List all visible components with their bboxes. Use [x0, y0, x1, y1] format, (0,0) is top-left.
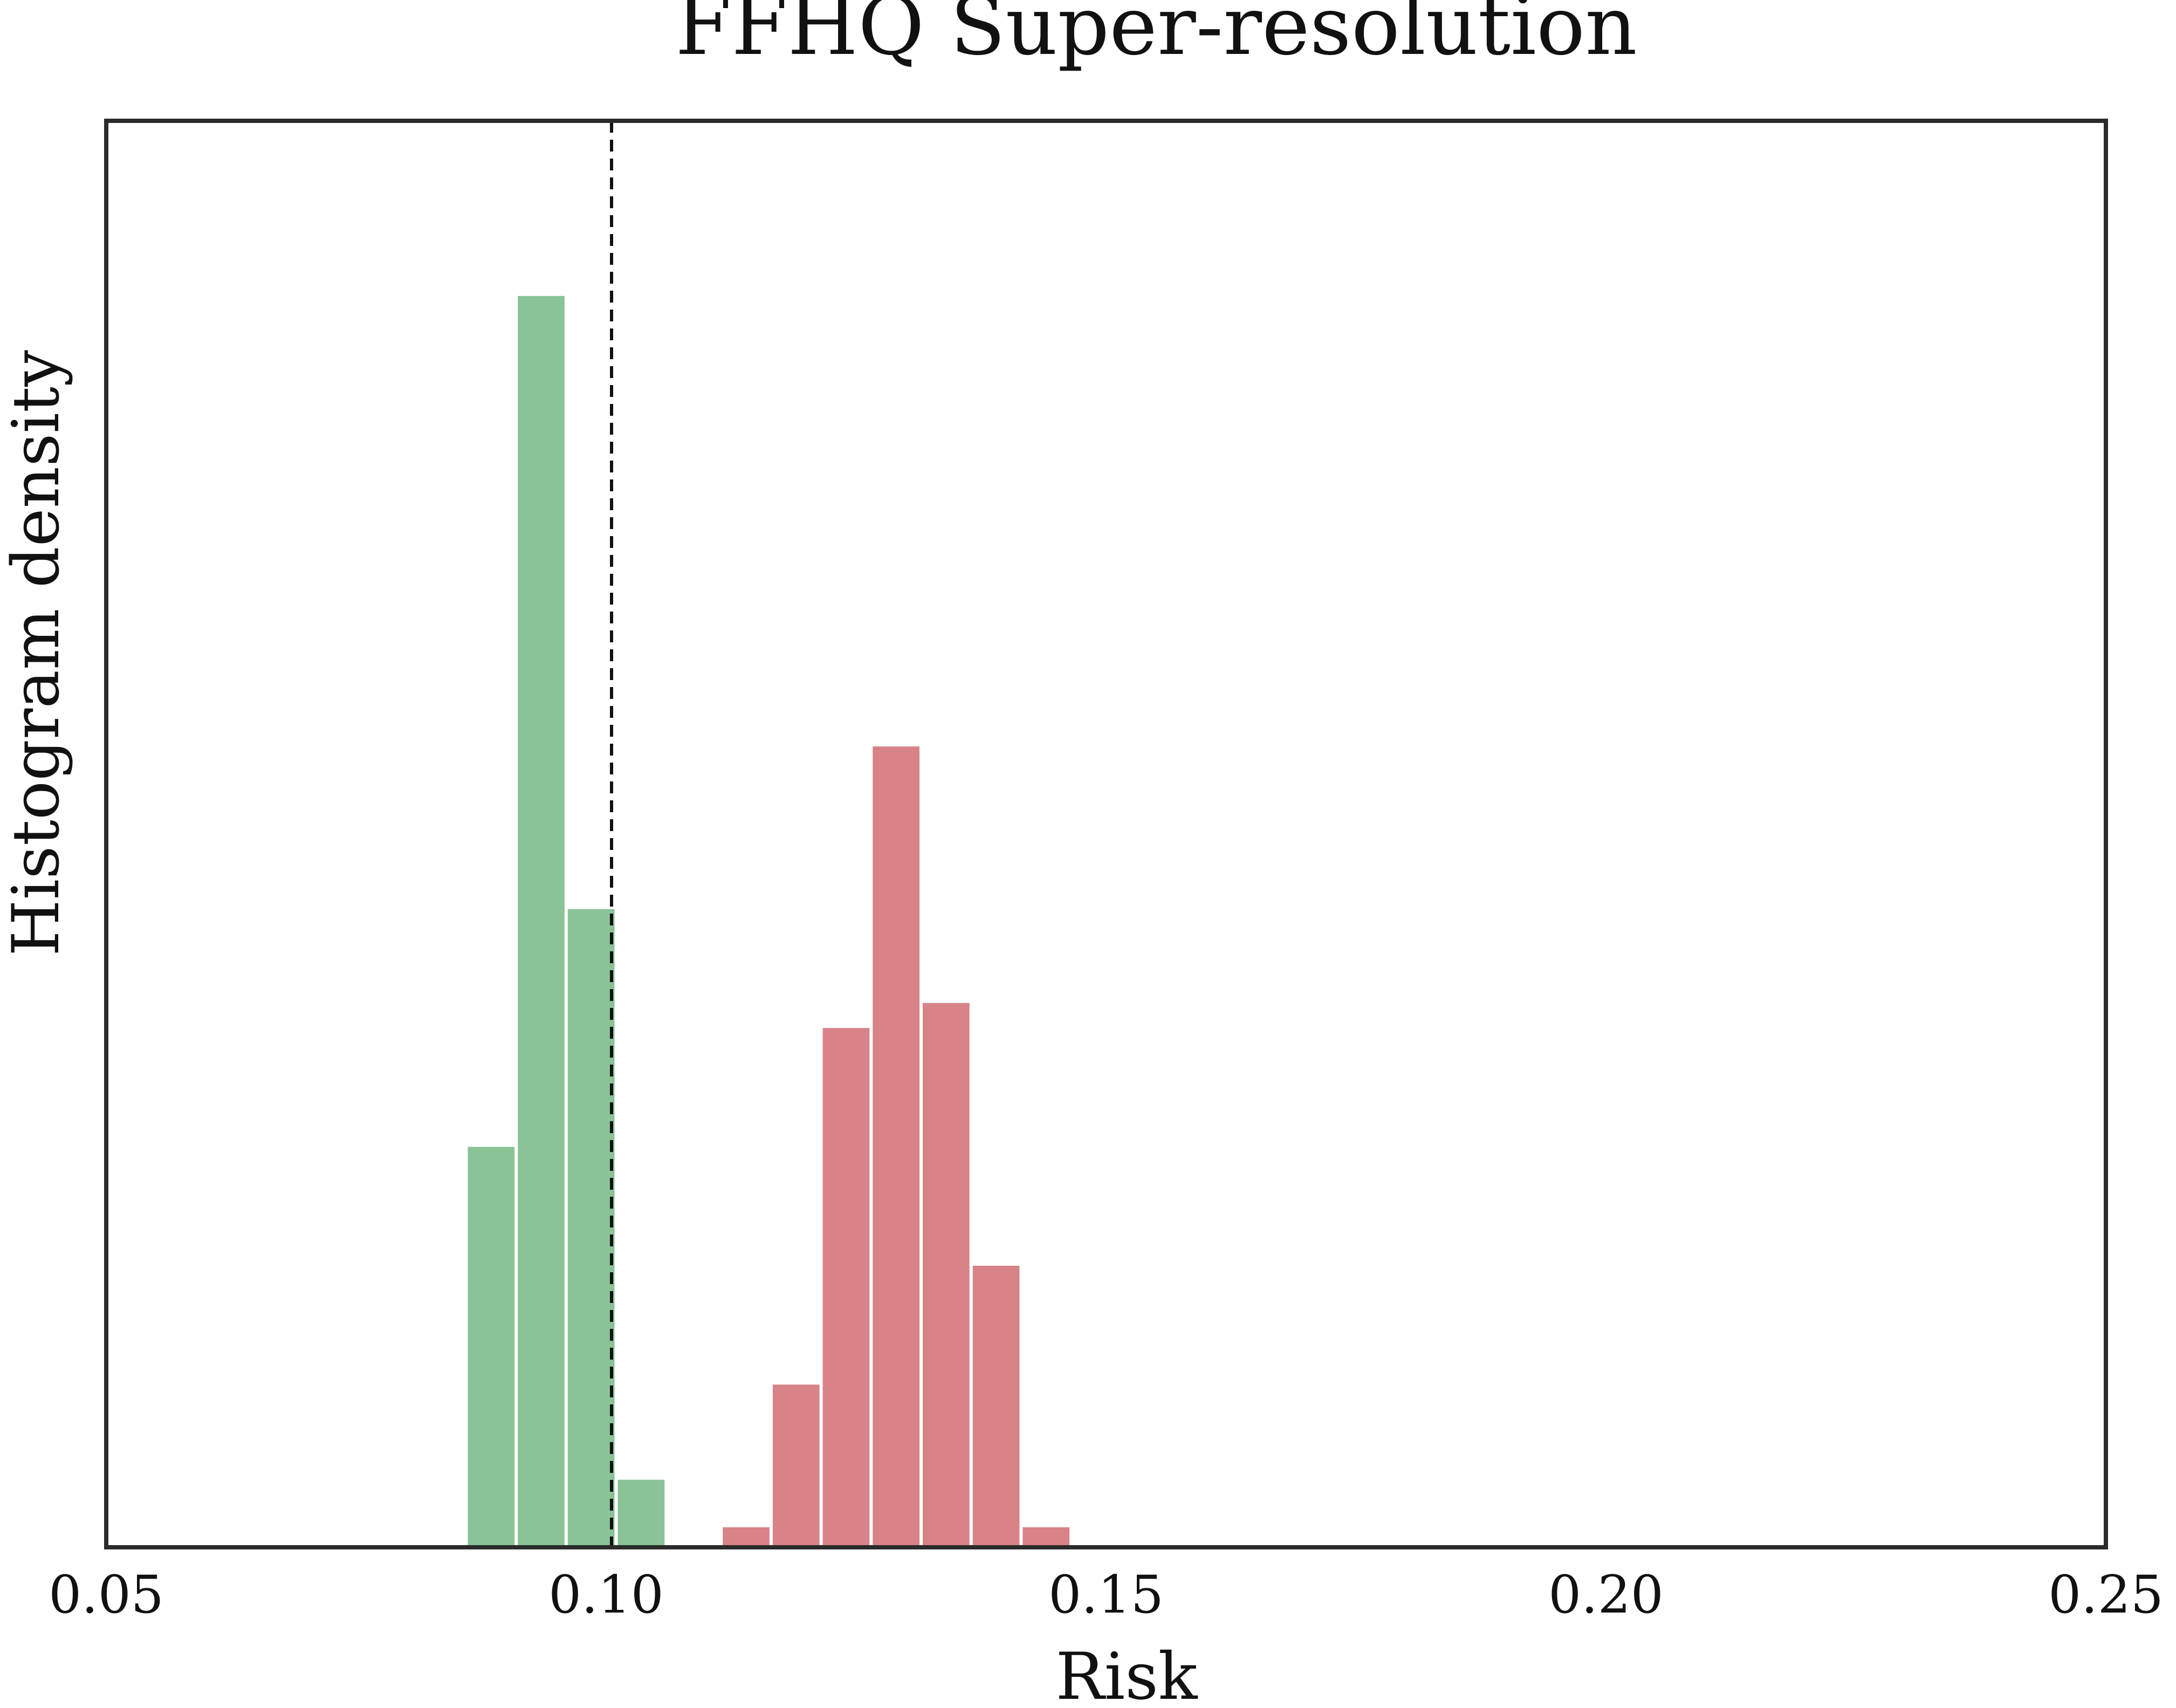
histogram-bar	[772, 1384, 820, 1547]
histogram-bar	[1022, 1527, 1070, 1547]
y-axis-label: Histogram density	[0, 350, 74, 956]
histogram-bar	[723, 1527, 770, 1547]
histogram-bar	[617, 1479, 665, 1547]
plot-frame	[104, 119, 2108, 1549]
histogram-bar	[923, 1003, 970, 1547]
x-axis-label: Risk	[1055, 1640, 1198, 1706]
histogram-bar	[822, 1028, 870, 1547]
chart-title: FFHQ Super-resolution	[675, 0, 1637, 73]
histogram-bar	[972, 1265, 1020, 1547]
x-tick-label: 0.05	[49, 1565, 164, 1625]
x-tick-label: 0.15	[1048, 1565, 1164, 1625]
histogram-bar	[873, 746, 920, 1547]
x-tick-label: 0.10	[548, 1565, 664, 1625]
histogram-bar	[567, 909, 615, 1547]
bars-layer	[468, 296, 1070, 1547]
x-tick-label: 0.25	[2048, 1565, 2164, 1625]
x-tick-label: 0.20	[1548, 1565, 1664, 1625]
histogram-bar	[518, 296, 565, 1547]
x-tick-labels: 0.05 0.10 0.15 0.20 0.25	[49, 1565, 2164, 1625]
histogram-bar	[468, 1147, 515, 1547]
